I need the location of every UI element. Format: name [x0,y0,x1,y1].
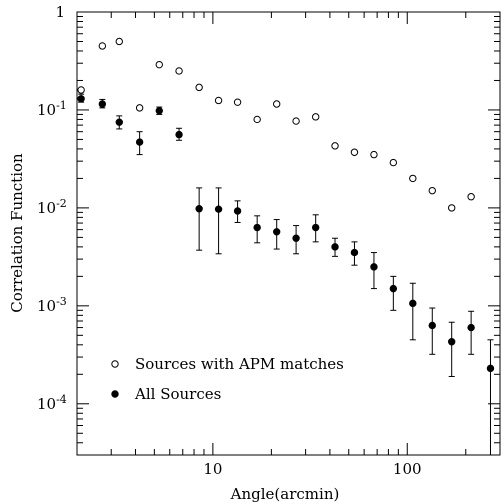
point-apm-matches [214,96,223,105]
point-all-sources [311,223,320,232]
point-apm-matches [195,83,203,92]
point-all-sources [155,107,163,115]
y-tick-label: 1 [55,3,65,21]
axis-major-ticks [77,11,500,455]
y-axis-label: Correlation Function [8,153,26,313]
point-all-sources [115,118,123,126]
point-all-sources [135,138,144,146]
series-apm-matches [77,37,475,212]
y-axis-tick-labels: 1 10-1 10-2 10-3 10-4 [37,3,67,413]
point-all-sources [273,228,281,236]
point-all-sources [409,299,417,308]
point-all-sources [233,207,242,215]
legend-label-all-sources: All Sources [134,385,221,403]
point-all-sources [389,284,398,293]
point-all-sources [467,323,475,332]
point-apm-matches [98,42,107,50]
legend: Sources with APM matches All Sources [111,355,344,403]
point-all-sources [195,205,203,213]
point-all-sources [175,130,183,139]
point-apm-matches [292,117,300,125]
point-apm-matches [467,193,475,201]
point-all-sources [486,364,495,373]
point-apm-matches [253,115,261,124]
axis-minor-ticks [76,12,501,456]
legend-label-apm-matches: Sources with APM matches [135,355,344,373]
legend-marker-filled-circle [111,390,119,398]
point-all-sources [350,248,359,257]
point-apm-matches [350,148,359,156]
x-tick-label: 10 [203,460,222,478]
point-apm-matches [311,113,320,121]
legend-marker-open-circle [111,360,119,368]
point-apm-matches [155,60,163,69]
series-all-sources [77,95,495,373]
y-tick-label: 10-1 [37,99,67,119]
x-axis-tick-labels: 10 100 [203,460,421,478]
point-apm-matches [175,67,183,75]
x-axis-label: Angle(arcmin) [230,485,340,503]
point-apm-matches [428,186,436,195]
point-all-sources [253,223,261,232]
point-apm-matches [448,204,456,212]
point-all-sources [98,100,107,108]
point-apm-matches [233,98,242,106]
y-tick-label: 10-3 [37,295,67,315]
x-tick-label: 100 [393,460,422,478]
point-apm-matches [409,174,417,183]
point-all-sources [214,205,223,213]
point-apm-matches [77,86,85,94]
point-apm-matches [135,104,144,112]
point-all-sources [448,338,456,346]
point-all-sources [292,234,300,242]
point-apm-matches [331,142,339,150]
point-apm-matches [273,100,281,108]
y-tick-label: 10-2 [37,197,67,217]
point-apm-matches [370,150,378,159]
error-bars [78,93,494,455]
point-apm-matches [115,37,123,46]
point-all-sources [77,95,85,103]
point-apm-matches [389,158,398,167]
point-all-sources [331,243,339,251]
point-all-sources [428,321,436,330]
plot-frame [76,11,501,456]
y-tick-label: 10-4 [37,393,67,413]
point-all-sources [370,263,378,271]
